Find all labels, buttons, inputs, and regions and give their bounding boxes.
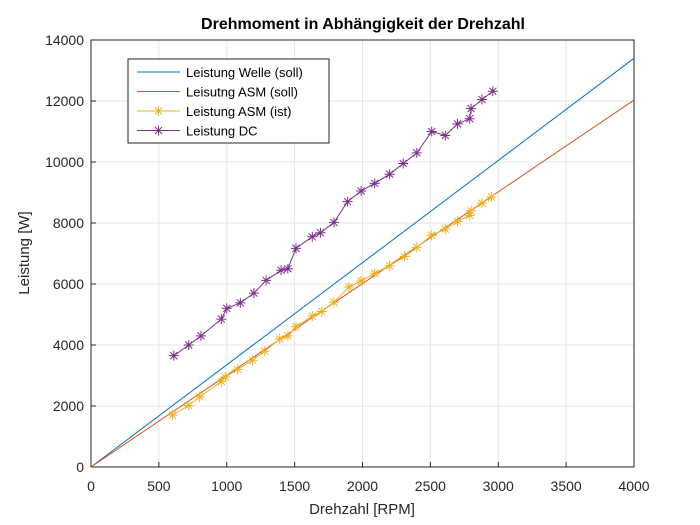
data-point [183,340,194,350]
series-line [90,99,635,468]
legend-entry: Leistung ASM (ist) [137,104,292,119]
data-point [464,113,475,124]
y-axis-ticks: 0 2000 4000 6000 8000 10000 12000 14000 [45,32,96,475]
legend: Leistung Welle (soll) Leisutng ASM (soll)… [127,58,330,144]
data-point [356,275,367,286]
x-tick-label: 500 [147,478,171,494]
data-point [216,314,227,325]
x-axis-label: Drehzahl [RPM] [309,501,415,518]
data-point [342,196,353,207]
data-point [452,118,463,129]
data-point [426,230,437,241]
data-point [220,372,231,383]
y-tick-label: 4000 [53,337,84,353]
series-2 [167,192,497,421]
legend-marker [153,125,164,136]
data-point [466,205,477,216]
data-point [282,330,293,341]
x-tick-label: 2000 [347,478,378,494]
data-point [183,400,194,411]
legend-label: Leistung DC [186,124,258,139]
data-point [466,103,477,114]
data-point [261,275,272,286]
data-point [307,231,318,242]
legend-entry: Leistung DC [137,124,258,139]
legend-box [127,58,330,144]
x-tick-label: 4000 [618,478,649,494]
series-lines [90,57,635,468]
data-point [168,350,179,361]
data-point [232,364,243,375]
y-tick-label: 10000 [45,154,84,170]
series-line [90,57,635,468]
data-point [247,355,258,366]
x-tick-label: 3500 [551,478,582,494]
y-tick-label: 6000 [53,276,84,292]
y-tick-label: 8000 [53,215,84,231]
data-point [194,391,205,402]
data-point [452,216,463,227]
legend-label: Leistung ASM (ist) [186,104,292,119]
data-point [476,94,487,105]
data-point [411,242,422,253]
data-point [398,158,409,169]
data-point [195,330,206,341]
data-point [274,333,285,344]
x-axis-ticks: 0 500 1000 1500 2000 2500 3000 3500 4000 [87,462,650,494]
data-point [328,217,339,228]
y-tick-label: 12000 [45,93,84,109]
data-point [216,376,227,387]
data-point [487,86,498,97]
y-tick-label: 2000 [53,398,84,414]
series-0 [90,57,635,468]
data-point [235,297,246,308]
data-point [440,130,451,141]
y-axis-label: Leistung [W] [16,211,33,294]
data-point [411,147,422,158]
y-tick-label: 0 [76,459,84,475]
data-point [426,126,437,137]
data-point [259,346,270,357]
legend-label: Leistung Welle (soll) [186,65,303,80]
series-3 [168,86,498,361]
data-point [276,265,287,276]
data-point [290,243,301,254]
data-point [369,178,380,189]
data-point [440,224,451,235]
data-point [315,227,326,238]
data-point [282,263,293,274]
data-point [307,311,318,322]
legend-entry: Leisutng ASM (soll) [137,85,298,100]
data-point [399,251,410,262]
data-point [221,303,232,314]
data-point [328,297,339,308]
chart-title: Drehmoment in Abhängigkeit der Drehzahl [201,16,525,33]
data-point [248,288,259,299]
data-point [476,198,487,209]
data-point [343,282,354,293]
data-point [464,210,475,221]
x-tick-label: 3000 [483,478,514,494]
data-point [369,268,380,279]
data-point [316,306,327,317]
x-tick-label: 1500 [279,478,310,494]
legend-label: Leisutng ASM (soll) [186,85,298,100]
data-point [384,260,395,271]
data-point [356,185,367,196]
x-tick-label: 0 [87,478,95,494]
data-point [486,192,497,203]
data-point [384,169,395,180]
legend-entry: Leistung Welle (soll) [137,65,303,80]
x-tick-label: 2500 [415,478,446,494]
data-point [167,410,178,421]
series-1 [90,99,635,468]
legend-marker [153,106,164,116]
data-point [290,321,301,332]
y-tick-label: 14000 [45,32,84,48]
x-tick-label: 1000 [211,478,242,494]
